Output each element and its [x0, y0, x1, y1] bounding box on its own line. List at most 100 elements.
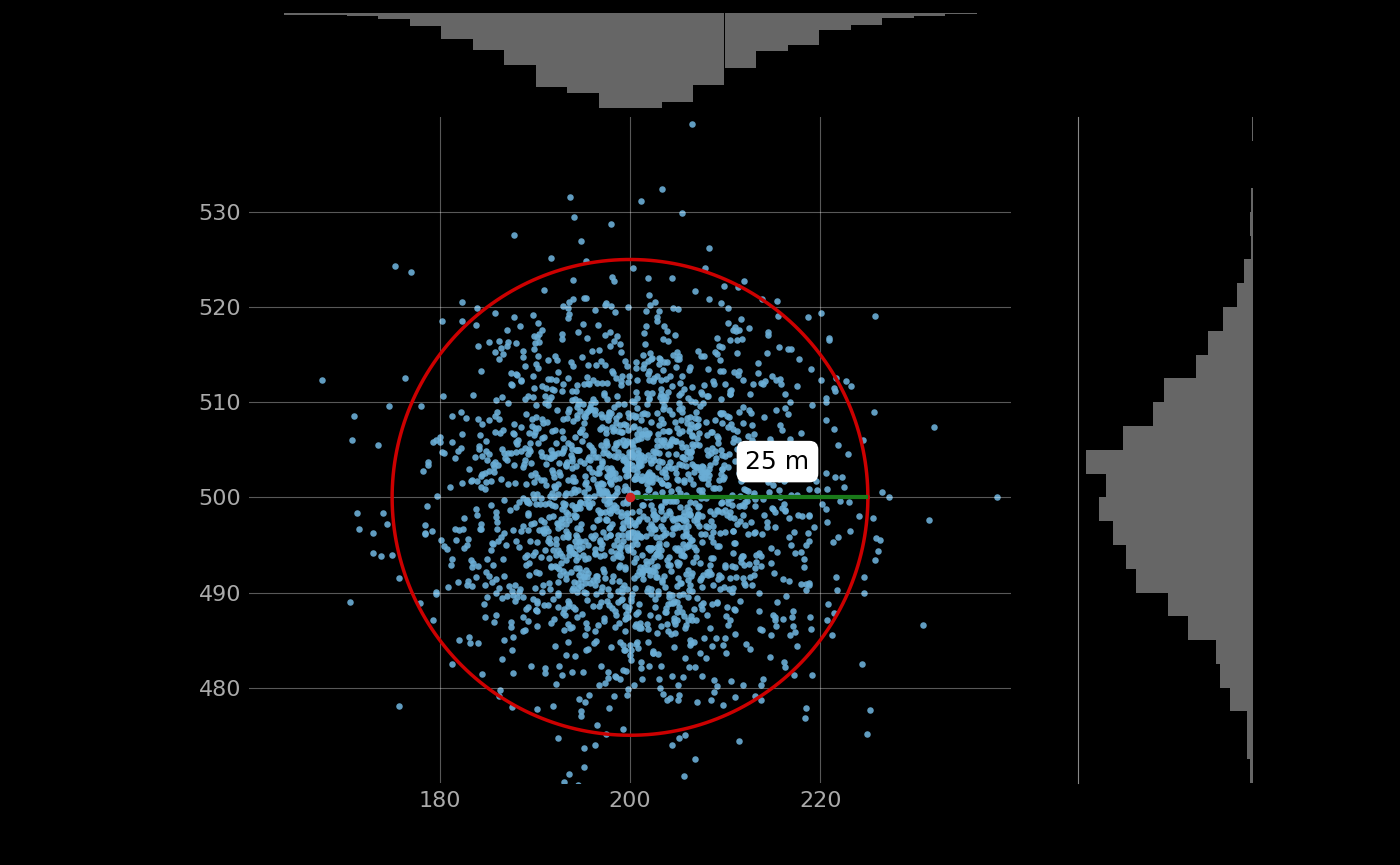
Point: [595, 296, 617, 310]
Point: [470, 480, 493, 494]
Point: [578, 576, 601, 590]
Point: [811, 374, 833, 388]
Point: [729, 554, 752, 568]
Point: [620, 487, 643, 501]
Point: [805, 474, 827, 488]
Point: [637, 374, 659, 388]
Point: [652, 569, 675, 583]
Point: [623, 554, 645, 568]
Point: [671, 368, 693, 382]
Point: [816, 483, 839, 497]
Point: [557, 406, 580, 420]
Point: [533, 473, 556, 487]
Point: [538, 551, 560, 565]
Bar: [1168, 593, 1253, 616]
Point: [466, 412, 489, 426]
Point: [668, 426, 690, 439]
Point: [748, 604, 770, 618]
Point: [574, 552, 596, 566]
Point: [696, 362, 718, 376]
Point: [556, 529, 578, 543]
Point: [616, 482, 638, 496]
Point: [671, 577, 693, 591]
Point: [613, 599, 636, 612]
Point: [517, 508, 539, 522]
Point: [718, 510, 741, 524]
Point: [675, 515, 697, 529]
Point: [626, 526, 648, 540]
Point: [636, 430, 658, 444]
Point: [650, 659, 672, 673]
Point: [823, 422, 846, 436]
Point: [637, 364, 659, 378]
Point: [361, 546, 384, 560]
Point: [598, 505, 620, 519]
Point: [637, 562, 659, 576]
Point: [617, 445, 640, 459]
Point: [661, 521, 683, 535]
Point: [657, 447, 679, 461]
Point: [652, 332, 675, 346]
Point: [640, 498, 662, 512]
Point: [566, 443, 588, 457]
Point: [521, 517, 543, 531]
Point: [577, 452, 599, 466]
Point: [722, 431, 745, 445]
Point: [732, 678, 755, 692]
Point: [678, 363, 700, 377]
Point: [587, 618, 609, 632]
Point: [624, 451, 647, 465]
Point: [720, 613, 742, 627]
Point: [484, 608, 507, 622]
Point: [781, 604, 804, 618]
Point: [724, 690, 746, 704]
Point: [519, 444, 542, 458]
Point: [626, 537, 648, 551]
Point: [708, 473, 731, 487]
Point: [581, 344, 603, 358]
Point: [725, 324, 748, 338]
Point: [679, 507, 701, 521]
Point: [573, 291, 595, 304]
Point: [578, 450, 601, 464]
Point: [620, 529, 643, 543]
Point: [556, 458, 578, 472]
Point: [686, 419, 708, 432]
Point: [675, 541, 697, 554]
Point: [540, 486, 563, 500]
Point: [531, 473, 553, 487]
Point: [515, 495, 538, 509]
Point: [563, 210, 585, 224]
Point: [588, 343, 610, 357]
Point: [770, 501, 792, 515]
Point: [680, 636, 703, 650]
Point: [455, 412, 477, 426]
Point: [668, 457, 690, 471]
Point: [652, 435, 675, 449]
Point: [624, 386, 647, 400]
Point: [641, 519, 664, 533]
Point: [657, 459, 679, 473]
Point: [518, 534, 540, 548]
Point: [689, 400, 711, 413]
Point: [504, 594, 526, 608]
Point: [860, 703, 882, 717]
Point: [511, 519, 533, 533]
Point: [675, 727, 697, 741]
Point: [752, 672, 774, 686]
Point: [568, 535, 591, 549]
Point: [588, 599, 610, 612]
Point: [595, 727, 617, 741]
Point: [573, 377, 595, 391]
Point: [577, 570, 599, 584]
Point: [708, 353, 731, 367]
Point: [641, 564, 664, 578]
Point: [699, 558, 721, 572]
Point: [526, 596, 549, 610]
Point: [727, 333, 749, 347]
Point: [500, 378, 522, 392]
Point: [644, 512, 666, 526]
Point: [651, 465, 673, 479]
Point: [543, 449, 566, 463]
Point: [679, 410, 701, 424]
